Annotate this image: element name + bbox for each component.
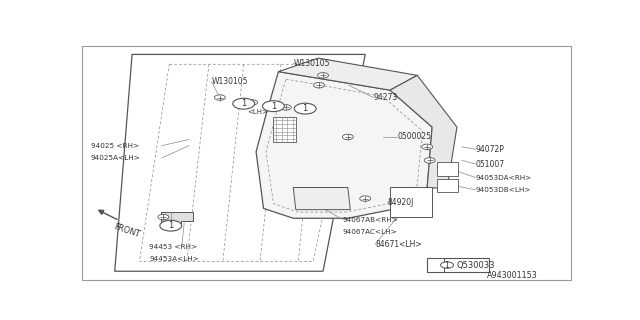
Text: 94025 <RH>: 94025 <RH> [91, 143, 139, 148]
Text: 94273: 94273 [374, 93, 398, 102]
Polygon shape [293, 188, 350, 210]
Text: 051007: 051007 [476, 160, 505, 169]
Circle shape [360, 196, 371, 201]
Circle shape [246, 100, 257, 105]
Text: 94453A<LH>: 94453A<LH> [150, 256, 199, 262]
Text: W130105: W130105 [211, 77, 248, 86]
Text: 1: 1 [168, 221, 173, 230]
Text: 84920J: 84920J [388, 198, 414, 207]
Bar [390, 188, 432, 217]
Text: A943001153: A943001153 [486, 271, 538, 280]
Text: 1: 1 [445, 260, 449, 269]
Circle shape [317, 73, 328, 78]
Circle shape [342, 134, 353, 140]
Polygon shape [161, 212, 193, 226]
Bar [428, 258, 489, 273]
Text: 1: 1 [271, 102, 276, 111]
Bar [437, 162, 458, 176]
Text: 94453 <RH>: 94453 <RH> [150, 244, 198, 250]
Bar [437, 179, 458, 192]
Circle shape [424, 158, 435, 163]
Circle shape [294, 103, 316, 114]
Text: 84671<LH>: 84671<LH> [375, 240, 422, 249]
Text: 94053DB<LH>: 94053DB<LH> [476, 187, 531, 193]
Text: 94067AB<RH>: 94067AB<RH> [343, 217, 399, 222]
Circle shape [280, 105, 291, 110]
Polygon shape [256, 72, 432, 218]
Text: <LH>: <LH> [247, 109, 268, 115]
Circle shape [233, 98, 255, 109]
Circle shape [422, 144, 433, 149]
Text: 0500025: 0500025 [397, 132, 431, 141]
Bar [273, 117, 296, 142]
Text: 94072P: 94072P [476, 145, 505, 154]
Polygon shape [390, 75, 457, 189]
Circle shape [214, 95, 225, 100]
Polygon shape [278, 58, 417, 90]
Text: W130105: W130105 [293, 59, 330, 68]
Text: 1: 1 [303, 104, 308, 113]
Text: 94025A<LH>: 94025A<LH> [91, 155, 141, 161]
Text: FRONT: FRONT [112, 222, 141, 239]
Text: 1: 1 [241, 99, 246, 108]
Circle shape [440, 262, 454, 268]
Circle shape [262, 101, 284, 112]
Text: 94067AC<LH>: 94067AC<LH> [343, 229, 397, 235]
Circle shape [158, 214, 169, 220]
Text: 94053DA<RH>: 94053DA<RH> [476, 175, 532, 180]
Text: Q530033: Q530033 [456, 260, 495, 269]
Circle shape [314, 83, 324, 88]
Circle shape [160, 220, 182, 231]
